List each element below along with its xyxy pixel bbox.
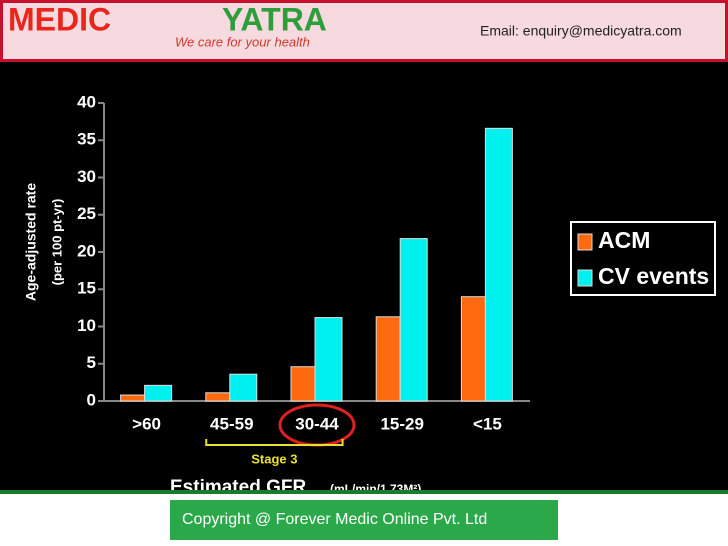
- bar: [314, 317, 343, 402]
- tagline: We care for your health: [175, 34, 310, 49]
- y-axis-unit: (per 100 pt-yr): [49, 199, 64, 286]
- bar: [229, 373, 258, 402]
- bar: [399, 238, 428, 402]
- email: Email: enquiry@medicyatra.com: [480, 23, 682, 39]
- x-tick-label: 45-59: [210, 414, 253, 433]
- y-tick-label: 10: [77, 316, 96, 335]
- logo-right: YATRA: [222, 1, 327, 37]
- copyright: Copyright @ Forever Medic Online Pvt. Lt…: [182, 511, 487, 528]
- x-tick-label: >60: [132, 414, 161, 433]
- y-tick-label: 25: [77, 204, 96, 223]
- bar: [375, 316, 401, 402]
- bar: [120, 394, 146, 402]
- y-tick-label: 35: [77, 130, 96, 149]
- logo-left: MEDIC: [8, 1, 111, 37]
- y-tick-label: 0: [87, 390, 96, 409]
- y-tick-label: 40: [77, 92, 96, 111]
- annotation: Stage 3: [251, 451, 297, 466]
- legend-inner: [572, 223, 714, 294]
- stage-bracket: [205, 439, 344, 446]
- bar: [484, 127, 513, 402]
- y-tick-label: 5: [87, 353, 96, 372]
- x-tick-label: 15-29: [380, 414, 423, 433]
- x-tick-label: <15: [473, 414, 502, 433]
- footer-box: [170, 500, 558, 540]
- bar: [205, 392, 231, 402]
- y-tick-label: 20: [77, 241, 96, 260]
- bar: [460, 296, 486, 402]
- legend-swatch: [577, 233, 593, 251]
- legend-swatch: [577, 269, 593, 287]
- y-axis-title: Age-adjusted rate: [23, 183, 39, 301]
- y-tick-label: 15: [77, 279, 96, 298]
- header-inner: [3, 3, 725, 59]
- legend-label: ACM: [598, 227, 650, 253]
- x-tick-label: 30-44: [295, 414, 339, 433]
- y-tick-label: 30: [77, 167, 96, 186]
- bar: [290, 366, 316, 402]
- legend-label: CV events: [598, 263, 709, 289]
- bar: [144, 384, 173, 402]
